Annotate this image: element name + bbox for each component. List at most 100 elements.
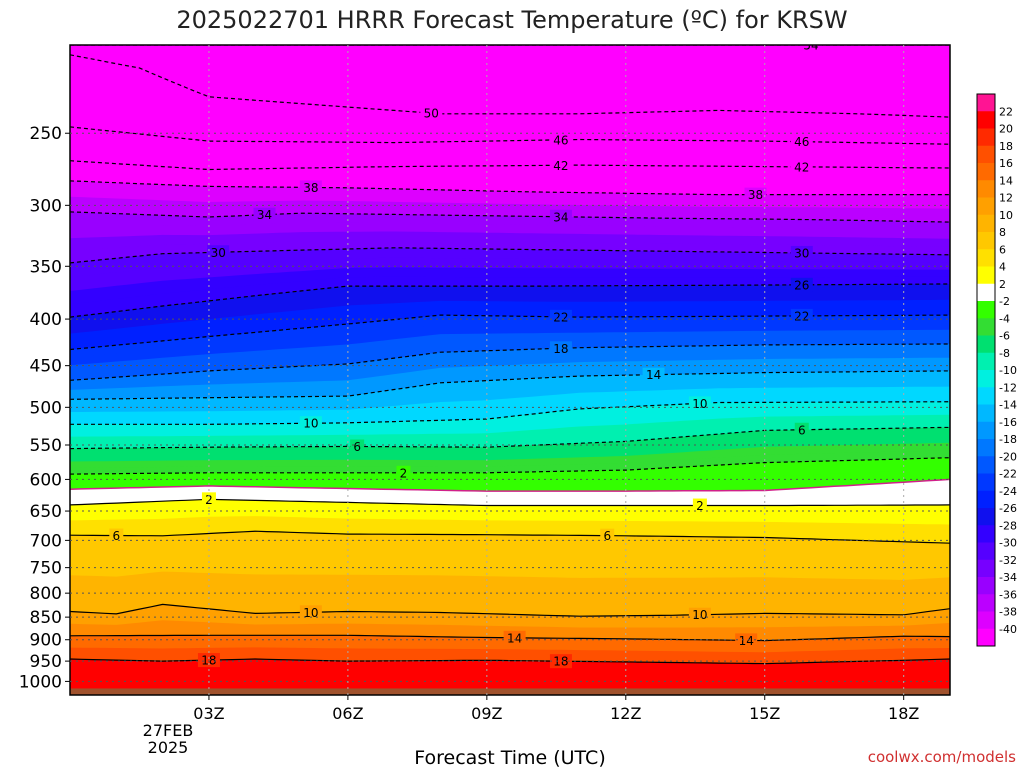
colorbar-label: -4 xyxy=(999,312,1010,325)
colorbar-swatch xyxy=(977,232,995,250)
isotherm-label: 26 xyxy=(794,278,809,292)
temperature-band xyxy=(70,239,950,264)
isotherm-label-bg xyxy=(744,187,767,202)
colorbar-swatch xyxy=(977,439,995,457)
y-tick-label: 700 xyxy=(30,531,62,551)
temperature-band xyxy=(70,180,950,203)
colorbar-swatch xyxy=(977,249,995,267)
temperature-band xyxy=(70,588,950,617)
isotherm-label-bg xyxy=(549,341,572,356)
y-tick-label: 600 xyxy=(30,470,62,490)
y-tick-label: 900 xyxy=(30,631,62,651)
isotherm-label-bg xyxy=(201,492,216,507)
isotherm-label-bg xyxy=(549,209,572,224)
colorbar-label: -24 xyxy=(999,485,1017,498)
isotherm-label-bg xyxy=(800,45,823,52)
colorbar-label: 16 xyxy=(999,157,1013,170)
colorbar-swatch xyxy=(977,421,995,440)
isotherm-line xyxy=(70,603,950,617)
colorbar-swatch xyxy=(977,508,995,526)
temperature-band xyxy=(70,620,950,635)
colorbar-swatch xyxy=(977,542,995,561)
isotherm-label: 6 xyxy=(353,440,361,454)
temperature-band xyxy=(70,299,950,343)
colorbar-swatch xyxy=(977,111,995,129)
isotherm-label: 2 xyxy=(205,493,213,507)
isotherm-label: 22 xyxy=(553,310,568,324)
colorbar-label: -28 xyxy=(999,519,1017,532)
colorbar-swatch xyxy=(977,456,995,474)
temperature-band xyxy=(70,175,950,196)
temperature-band xyxy=(70,54,950,125)
isotherm-label-bg xyxy=(688,607,711,622)
isotherm-label: 54 xyxy=(803,39,818,53)
ground-surface xyxy=(70,688,950,695)
temperature-band xyxy=(70,126,950,151)
colorbar-label: -16 xyxy=(999,416,1017,429)
x-tick-label: 12Z xyxy=(610,704,641,723)
temperature-band xyxy=(70,450,950,475)
colorbar-swatch xyxy=(977,318,995,336)
x-tick-label: 18Z xyxy=(888,704,919,723)
isotherm-label: 22 xyxy=(794,309,809,323)
colorbar-swatch xyxy=(977,594,995,612)
y-tick-label: 1000 xyxy=(19,672,62,692)
colorbar-swatch xyxy=(977,197,995,216)
colorbar-swatch xyxy=(977,559,995,578)
colorbar-label: 8 xyxy=(999,226,1006,239)
temperature-band xyxy=(70,222,950,240)
isotherm-label: 30 xyxy=(794,246,809,260)
isotherm-label: 18 xyxy=(553,342,568,356)
colorbar-label: -26 xyxy=(999,502,1017,515)
colorbar-swatch xyxy=(977,145,995,164)
colorbar-label: -12 xyxy=(999,381,1017,394)
isotherm-line xyxy=(70,314,950,351)
colorbar-frame xyxy=(976,93,996,647)
colorbar-swatch xyxy=(977,577,995,595)
y-tick-label: 550 xyxy=(30,436,62,456)
isotherm-label: 42 xyxy=(794,160,809,174)
colorbar-swatch xyxy=(977,473,995,492)
isotherm-label-bg xyxy=(794,422,809,437)
temperature-band xyxy=(70,492,950,507)
isotherm-line xyxy=(70,370,950,400)
colorbar-label: -10 xyxy=(999,364,1017,377)
colorbar-label: -8 xyxy=(999,347,1010,360)
band-lower xyxy=(70,659,950,695)
colorbar-swatch xyxy=(977,387,995,405)
isotherm-label: 34 xyxy=(257,208,272,222)
temperature-band xyxy=(70,92,950,139)
colorbar: 22 20 18 16 14 12 10 8 6 4 2 -2 -4 -6 -8 -10 -12 -14 -16 -1… xyxy=(976,93,1017,647)
y-tick-label: 650 xyxy=(30,502,62,522)
isotherm-label-bg xyxy=(549,654,572,669)
y-tick-label: 500 xyxy=(30,398,62,418)
isotherm-label-bg xyxy=(503,630,526,645)
isotherm-label: 10 xyxy=(692,608,707,622)
colorbar-swatch xyxy=(977,352,995,371)
credit-link[interactable]: coolwx.com/models xyxy=(868,748,1016,766)
temperature-band xyxy=(70,647,950,659)
y-tick-label: 250 xyxy=(30,124,62,144)
isotherm-label-bg xyxy=(549,309,572,324)
colorbar-label: 14 xyxy=(999,174,1013,187)
isotherm-label: 14 xyxy=(739,634,754,648)
colorbar-swatch xyxy=(977,370,995,388)
colorbar-swatch xyxy=(977,283,995,302)
x-tick-label: 09Z xyxy=(471,704,502,723)
colorbar-swatch xyxy=(977,525,995,543)
colorbar-label: -38 xyxy=(999,606,1017,619)
colorbar-label: -34 xyxy=(999,571,1017,584)
y-tick-label: 400 xyxy=(30,310,62,330)
colorbar-label: 20 xyxy=(999,123,1013,136)
colorbar-label: 12 xyxy=(999,192,1013,205)
isotherm-label: 42 xyxy=(553,159,568,173)
isotherm-label: 46 xyxy=(553,133,568,147)
temperature-band xyxy=(70,160,950,176)
isotherm-label: 10 xyxy=(303,606,318,620)
colorbar-swatch xyxy=(977,180,995,198)
y-tick-label: 800 xyxy=(30,584,62,604)
y-tick-label: 300 xyxy=(30,196,62,216)
colorbar-swatch xyxy=(977,404,995,423)
isotherm-line xyxy=(70,126,950,145)
